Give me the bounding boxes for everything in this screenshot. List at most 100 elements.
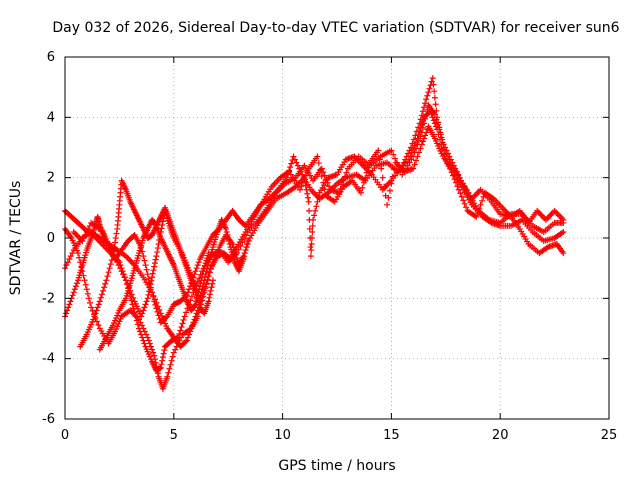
data-point [145, 337, 152, 344]
data-point [291, 177, 298, 184]
data-point [433, 107, 440, 114]
x-tick-label: 5 [170, 428, 178, 443]
data-point [304, 169, 311, 176]
data-point [308, 235, 315, 241]
y-axis-title: SDTVAR / TECUs [8, 181, 24, 296]
data-point [140, 337, 147, 344]
data-point [179, 320, 186, 327]
data-point [437, 129, 444, 136]
data-point [429, 75, 436, 82]
data-point [423, 96, 430, 103]
data-point [117, 265, 124, 272]
data-point [196, 283, 203, 290]
data-point [177, 327, 184, 334]
data-point [363, 169, 370, 176]
data-point [411, 161, 418, 168]
data-point [405, 150, 412, 157]
data-point [194, 262, 201, 269]
data-point [93, 307, 100, 314]
data-point [223, 225, 230, 232]
data-point [289, 174, 296, 181]
data-point [75, 250, 82, 257]
series-track-d [62, 123, 567, 326]
data-point [293, 180, 300, 187]
data-point [418, 141, 425, 148]
data-point [306, 207, 313, 214]
data-point [142, 301, 149, 308]
data-point [157, 364, 164, 371]
data-point [298, 183, 305, 190]
data-point [431, 88, 438, 95]
data-point [130, 294, 137, 301]
data-point [193, 310, 200, 317]
data-point [288, 160, 295, 167]
data-point [313, 203, 320, 210]
data-point [340, 177, 347, 184]
data-point [291, 156, 298, 163]
data-point [153, 253, 160, 260]
data-point [205, 250, 212, 257]
data-point [194, 292, 201, 299]
data-point [307, 244, 314, 251]
data-point [63, 262, 70, 269]
data-point [423, 129, 430, 136]
data-point [474, 209, 481, 216]
data-point [465, 189, 472, 196]
data-point [209, 280, 216, 287]
data-point [182, 338, 189, 345]
data-point [431, 94, 438, 101]
data-point [283, 174, 290, 181]
data-point [169, 353, 176, 360]
data-point [463, 204, 470, 211]
data-point [195, 259, 202, 266]
data-point [151, 352, 158, 359]
data-point [186, 286, 193, 293]
data-point [143, 331, 150, 338]
data-point [69, 250, 76, 257]
data-point [459, 180, 466, 187]
data-point [446, 156, 453, 163]
data-point [120, 271, 127, 278]
y-tick-label: 0 [47, 231, 55, 246]
grid-lines [65, 57, 609, 419]
data-point [241, 250, 248, 257]
data-point [421, 135, 428, 142]
data-point [413, 157, 420, 164]
x-tick-label: 15 [383, 428, 400, 443]
data-point [305, 198, 312, 205]
data-point [375, 147, 382, 154]
y-tick-label: -6 [42, 412, 55, 427]
data-point [155, 312, 162, 319]
data-point [439, 139, 446, 146]
data-point [178, 323, 185, 330]
data-point [163, 314, 170, 321]
data-point [207, 266, 214, 273]
data-point [143, 266, 150, 273]
data-point [451, 176, 458, 183]
y-tick-label: 6 [47, 50, 55, 65]
data-point [309, 222, 316, 229]
data-point [444, 153, 451, 160]
data-point [463, 186, 470, 193]
data-point [560, 250, 567, 257]
data-point [473, 213, 480, 220]
data-point [386, 187, 393, 194]
data-point [146, 340, 153, 347]
data-point [189, 322, 196, 329]
data-point [304, 190, 311, 197]
data-point [286, 168, 293, 175]
data-point [111, 244, 118, 251]
data-point [195, 289, 202, 296]
data-point [410, 165, 417, 172]
data-point [67, 253, 74, 260]
data-point [385, 194, 392, 201]
data-point [150, 349, 157, 356]
data-point [154, 249, 161, 256]
data-point [170, 349, 177, 356]
data-point [144, 271, 151, 278]
data-point [244, 238, 251, 245]
x-axis-title: GPS time / hours [278, 458, 395, 474]
data-point [417, 133, 424, 140]
data-point [83, 286, 90, 293]
data-point [438, 134, 445, 141]
